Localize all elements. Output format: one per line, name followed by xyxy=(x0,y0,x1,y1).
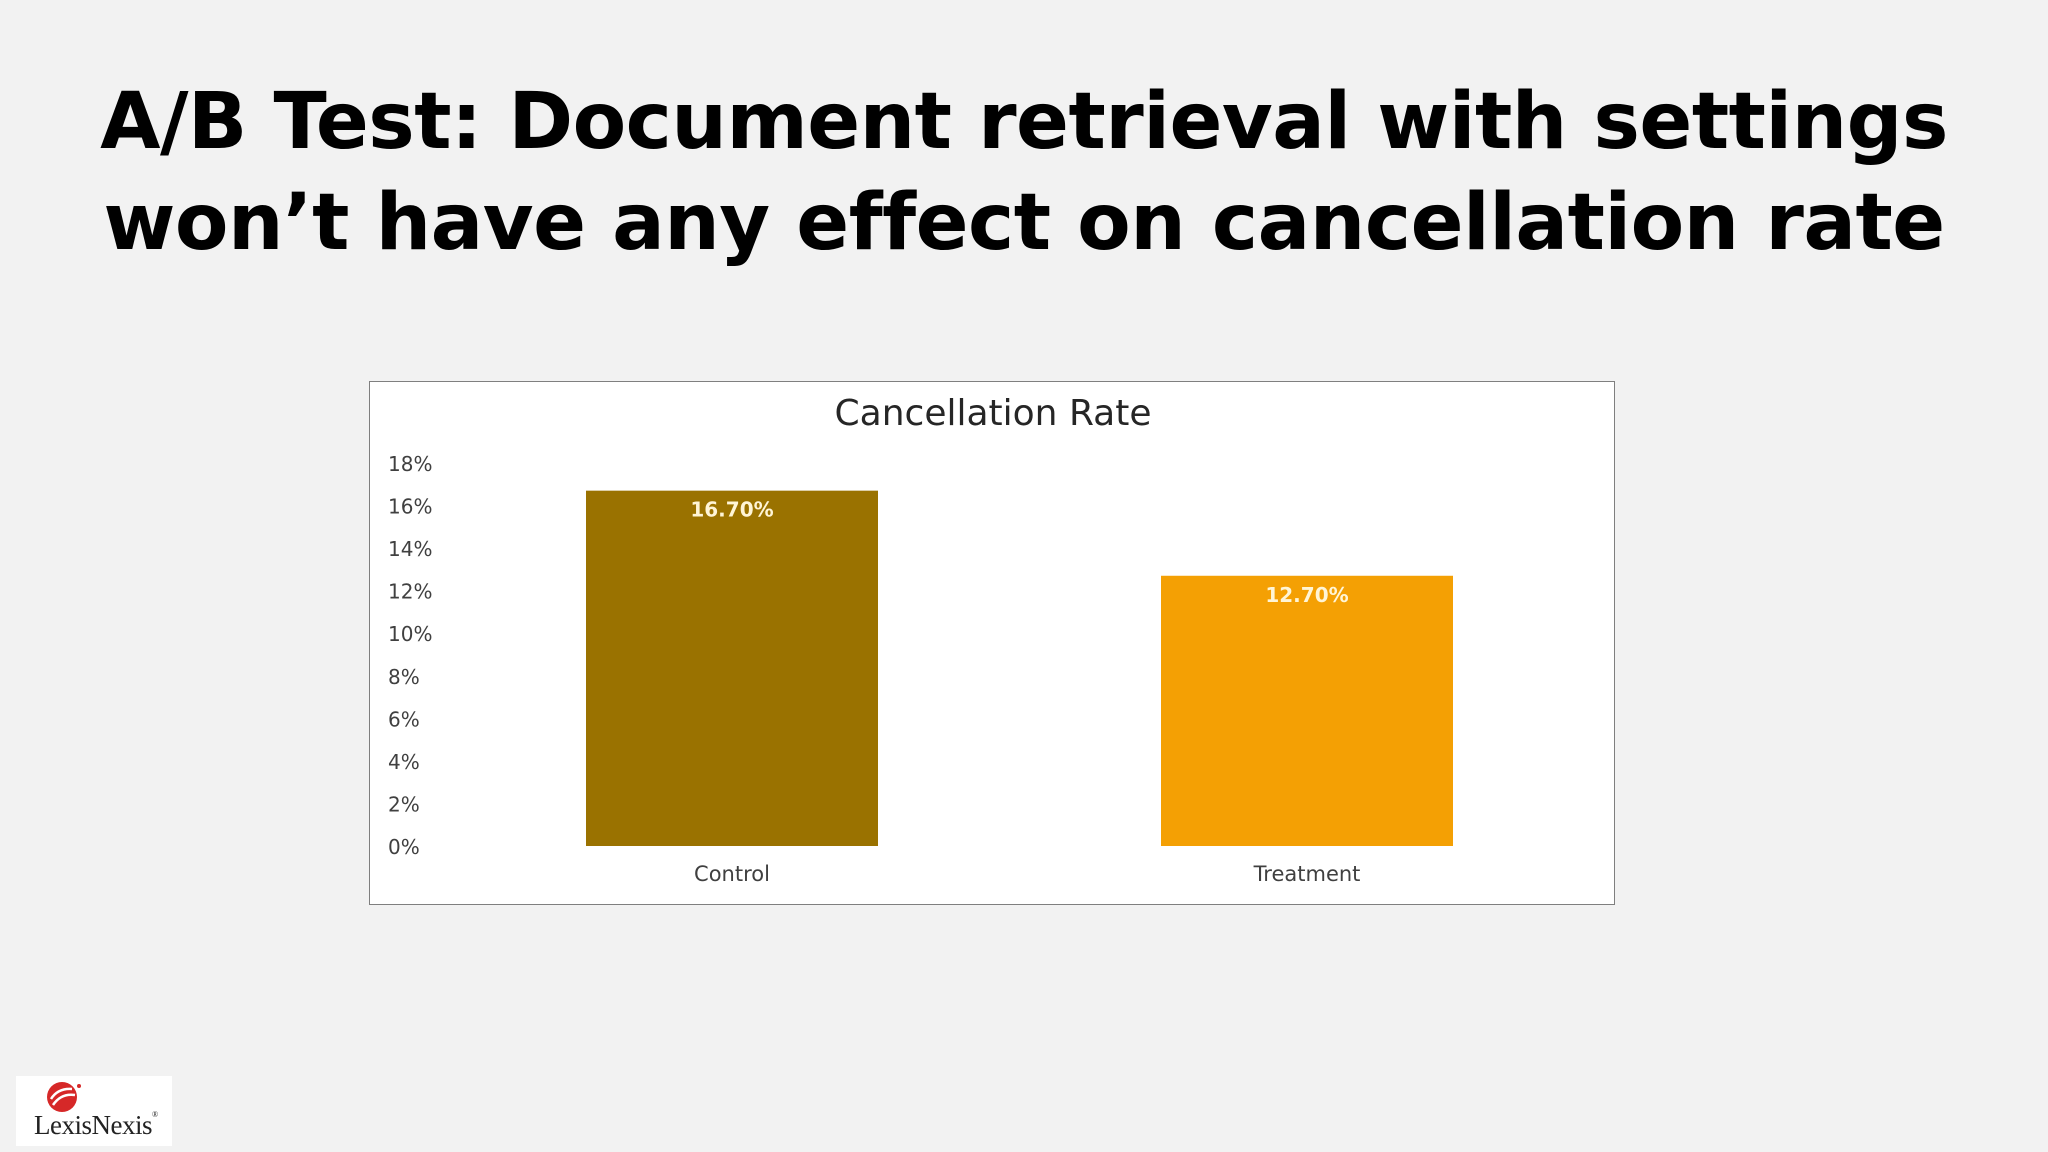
y-tick-label: 8% xyxy=(388,665,420,689)
bars: 16.70% 12.70% xyxy=(586,490,1453,846)
company-logo: LexisNexis® xyxy=(16,1076,172,1146)
y-tick-label: 6% xyxy=(388,707,420,731)
x-tick-label: Control xyxy=(694,862,770,886)
y-axis: 0% 2% 4% 6% 8% 10% 12% 14% 16% 18% xyxy=(388,452,432,859)
slide-title-line-2: won’t have any effect on cancellation ra… xyxy=(103,178,1945,268)
x-axis: Control Treatment xyxy=(694,862,1360,886)
chart-svg: Cancellation Rate 0% 2% 4% 6% 8% 10% 12% 14% 16%… xyxy=(388,393,1453,886)
y-tick-label: 2% xyxy=(388,792,420,816)
logo-wordmark: LexisNexis® xyxy=(34,1110,158,1140)
bar-control xyxy=(586,490,878,846)
x-tick-label: Treatment xyxy=(1253,862,1361,886)
chart-title: Cancellation Rate xyxy=(835,393,1152,434)
y-tick-label: 0% xyxy=(388,835,420,859)
data-label: 12.70% xyxy=(1265,583,1348,607)
y-tick-label: 18% xyxy=(388,452,432,476)
bar-treatment xyxy=(1161,575,1453,846)
y-tick-label: 4% xyxy=(388,750,420,774)
lexisnexis-logo-icon xyxy=(47,1082,81,1112)
y-tick-label: 12% xyxy=(388,580,432,604)
y-tick-label: 16% xyxy=(388,495,432,519)
y-tick-label: 10% xyxy=(388,622,432,646)
slide-title: A/B Test: Document retrieval with settin… xyxy=(0,72,2048,274)
data-label: 16.70% xyxy=(690,498,773,522)
slide-title-line-1: A/B Test: Document retrieval with settin… xyxy=(100,77,1948,167)
cancellation-rate-chart: Cancellation Rate 0% 2% 4% 6% 8% 10% 12% 14% 16%… xyxy=(369,381,1615,905)
y-tick-label: 14% xyxy=(388,537,432,561)
